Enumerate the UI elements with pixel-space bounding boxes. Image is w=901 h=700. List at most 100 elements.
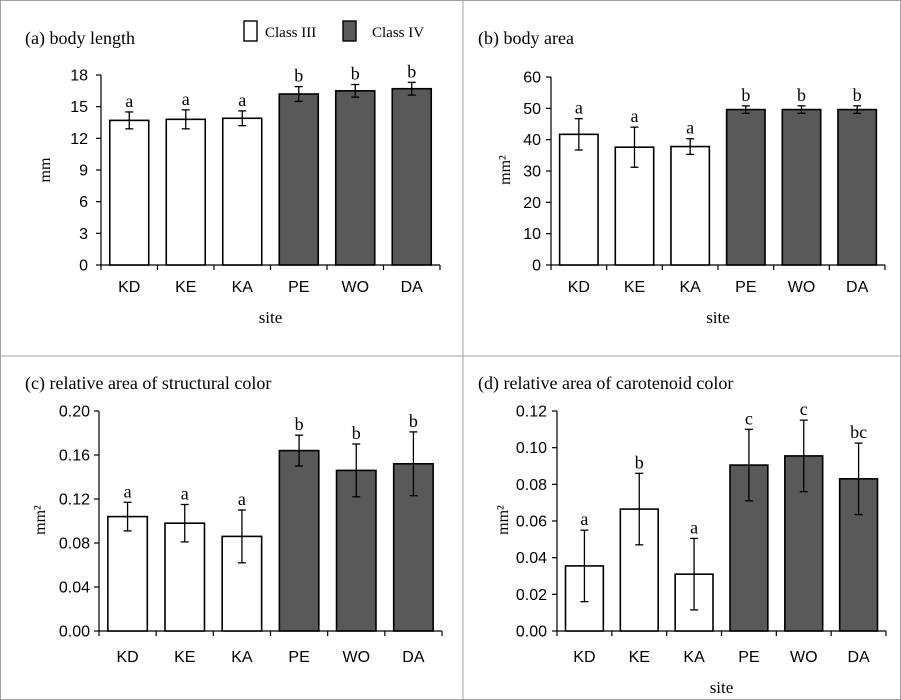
significance-letter: a — [125, 91, 133, 111]
y-axis-label: mm — [37, 157, 54, 182]
chart-panel-4: (d) relative area of carotenoid color 0.0… — [478, 373, 887, 697]
category-label: KA — [231, 649, 253, 666]
category-label: WO — [342, 649, 370, 666]
x-axis-label: site — [259, 308, 283, 327]
y-tick-label: 0.12 — [516, 404, 547, 421]
legend-label-class-iv: Class IV — [372, 25, 424, 41]
y-tick-label: 0 — [532, 258, 541, 275]
chart-title: (b) body area — [478, 28, 574, 49]
category-label: KE — [629, 649, 650, 666]
category-label: DA — [846, 279, 869, 296]
x-axis-label: site — [710, 678, 734, 697]
category-label: KA — [232, 279, 254, 296]
chart-title: (c) relative area of structural color — [25, 373, 271, 394]
y-tick-label: 0.16 — [59, 448, 90, 465]
significance-letter: a — [124, 481, 132, 501]
significance-letter: b — [294, 66, 303, 86]
y-tick-label: 3 — [79, 226, 88, 243]
category-label: KD — [118, 279, 140, 296]
significance-letter: b — [407, 61, 416, 81]
y-tick-label: 40 — [523, 132, 541, 149]
bar-kd — [558, 133, 599, 266]
significance-letter: b — [409, 411, 418, 431]
category-label: KE — [175, 279, 196, 296]
bar-pe — [278, 93, 320, 266]
y-tick-label: 0.20 — [59, 404, 90, 421]
chart-title: (a) body length — [25, 28, 135, 49]
significance-letter: a — [686, 118, 694, 138]
bar-ka — [221, 117, 263, 266]
category-label: KD — [573, 649, 595, 666]
category-label: DA — [847, 649, 870, 666]
significance-letter: a — [238, 489, 246, 509]
significance-letter: bc — [850, 422, 867, 442]
legend: Class III Class IV — [243, 20, 424, 42]
significance-letter: a — [580, 509, 588, 529]
y-tick-label: 15 — [70, 99, 88, 116]
significance-letter: a — [182, 89, 190, 109]
bar-kd — [107, 515, 149, 632]
y-tick-label: 0.10 — [516, 440, 547, 457]
y-tick-label: 6 — [79, 194, 88, 211]
y-tick-label: 0.04 — [516, 550, 547, 567]
legend-swatch-class-iii — [243, 20, 258, 42]
chart-panel-3: (c) relative area of structural color 0.0… — [25, 373, 443, 666]
significance-letter: a — [181, 484, 189, 504]
bar-wo — [334, 90, 376, 266]
chart-panel-2: (b) body area 0 10 20 30 40 50 60 mm² a KD a KE a KA b P… — [478, 28, 886, 327]
bar-pe — [725, 108, 766, 266]
y-axis-label: mm² — [495, 505, 512, 535]
legend-label-class-iii: Class III — [265, 25, 316, 41]
significance-letter: b — [797, 85, 806, 105]
chart-title: (d) relative area of carotenoid color — [478, 373, 733, 394]
y-tick-label: 0.04 — [59, 580, 90, 597]
y-tick-label: 18 — [70, 68, 88, 85]
bar-kd — [108, 119, 150, 266]
significance-letter: b — [741, 85, 750, 105]
bar-wo — [781, 108, 822, 266]
category-label: PE — [288, 279, 309, 296]
y-tick-label: 50 — [523, 101, 541, 118]
category-label: PE — [288, 649, 309, 666]
y-tick-label: 0.08 — [59, 536, 90, 553]
y-tick-label: 12 — [70, 131, 88, 148]
significance-letter: b — [853, 85, 862, 105]
category-label: WO — [790, 649, 818, 666]
significance-letter: a — [690, 517, 698, 537]
category-label: PE — [738, 649, 759, 666]
y-tick-label: 0 — [79, 258, 88, 275]
significance-letter: b — [352, 423, 361, 443]
y-tick-label: 0.00 — [59, 624, 90, 641]
significance-letter: b — [351, 64, 360, 84]
category-label: KE — [624, 279, 645, 296]
bar-pe — [278, 449, 320, 632]
y-axis-label: mm² — [32, 505, 49, 535]
category-label: KA — [683, 649, 705, 666]
y-tick-label: 0.08 — [516, 477, 547, 494]
y-tick-label: 30 — [523, 164, 541, 181]
y-tick-label: 0.12 — [59, 492, 90, 509]
bar-ke — [165, 118, 207, 266]
category-label: DA — [402, 649, 425, 666]
significance-letter: a — [238, 90, 246, 110]
significance-letter: a — [631, 106, 639, 126]
category-label: WO — [788, 279, 816, 296]
y-tick-label: 0.06 — [516, 514, 547, 531]
y-tick-label: 20 — [523, 195, 541, 212]
y-tick-label: 9 — [79, 163, 88, 180]
category-label: WO — [341, 279, 369, 296]
y-tick-label: 10 — [523, 226, 541, 243]
legend-swatch-class-iv — [342, 20, 357, 42]
bar-da — [391, 87, 433, 266]
y-tick-label: 60 — [523, 70, 541, 87]
category-label: DA — [401, 279, 424, 296]
significance-letter: b — [635, 452, 644, 472]
significance-letter: b — [295, 414, 304, 434]
chart-panel-1: (a) body length 0 3 6 9 12 15 18 mm a KD a KE a KA b PE b… — [25, 28, 441, 327]
significance-letter: a — [575, 98, 583, 118]
category-label: KA — [679, 279, 701, 296]
y-axis-label: mm² — [497, 155, 514, 185]
category-label: PE — [735, 279, 756, 296]
bar-ka — [670, 145, 711, 266]
y-tick-label: 0.02 — [516, 587, 547, 604]
